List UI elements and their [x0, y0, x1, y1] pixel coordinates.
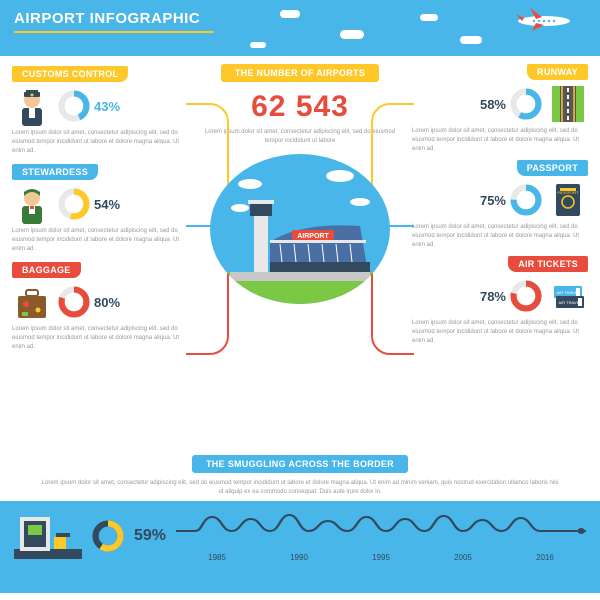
stat-label: RUNWAY [527, 64, 588, 80]
center-text: Lorem ipsum dolor sit amet, consectetur … [192, 128, 408, 146]
stat-label: BAGGAGE [12, 262, 81, 278]
stat-officer: CUSTOMS CONTROL 43% Lorem ipsum dolor si… [12, 64, 188, 156]
footer-label: THE SMUGGLING ACROSS THE BORDER [192, 455, 408, 473]
stat-baggage: BAGGAGE 80% Lorem ipsum dolor sit amet, … [12, 260, 188, 352]
stat-pct: 58% [480, 97, 506, 112]
right-column: RUNWAY 58% Lorem ipsum dolor sit amet, c… [412, 64, 588, 448]
header: AIRPORT INFOGRAPHIC [0, 0, 600, 56]
stat-pct: 54% [94, 197, 120, 212]
tickets-icon: AIR TRAVELAIR TRAVEL [548, 276, 588, 316]
baggage-icon [12, 282, 52, 322]
year-label: 1990 [290, 553, 308, 562]
stat-donut [58, 286, 90, 318]
stat-label: AIR TICKETS [508, 256, 588, 272]
stat-passport: PASSPORT PASSPORT 75% Lorem ipsum dolor … [412, 160, 588, 250]
footer-donut [92, 520, 124, 552]
timeline: 1985 1990 1995 2005 2016 [176, 511, 586, 562]
stat-label: STEWARDESS [12, 164, 98, 180]
year-label: 1995 [372, 553, 390, 562]
officer-icon [12, 86, 52, 126]
stewardess-icon [12, 184, 52, 224]
stat-pct: 43% [94, 99, 120, 114]
stat-text: Lorem ipsum dolor sit amet, consectetur … [12, 325, 188, 352]
footer-text: Lorem ipsum dolor sit amet, consectetur … [0, 475, 600, 501]
footer-pct: 59% [134, 527, 166, 545]
passport-icon: PASSPORT [548, 180, 588, 220]
stat-label: PASSPORT [517, 160, 588, 176]
svg-text:AIRPORT: AIRPORT [297, 233, 329, 240]
stat-pct: 75% [480, 193, 506, 208]
svg-text:PASSPORT: PASSPORT [557, 190, 579, 195]
left-column: CUSTOMS CONTROL 43% Lorem ipsum dolor si… [12, 64, 188, 448]
stat-donut [58, 188, 90, 220]
stat-runway: RUNWAY 58% Lorem ipsum dolor sit amet, c… [412, 64, 588, 154]
stat-donut [58, 90, 90, 122]
stat-donut [510, 88, 542, 120]
center-column: THE NUMBER OF AIRPORTS 62 543 Lorem ipsu… [188, 64, 412, 448]
stat-label: CUSTOMS CONTROL [12, 66, 128, 82]
stat-donut [510, 280, 542, 312]
stat-text: Lorem ipsum dolor sit amet, consectetur … [412, 319, 588, 346]
timeline-years: 1985 1990 1995 2005 2016 [176, 553, 586, 562]
year-label: 1985 [208, 553, 226, 562]
stat-text: Lorem ipsum dolor sit amet, consectetur … [12, 227, 188, 254]
runway-icon [548, 84, 588, 124]
stat-stewardess: STEWARDESS 54% Lorem ipsum dolor sit ame… [12, 162, 188, 254]
year-label: 2016 [536, 553, 554, 562]
main-content: CUSTOMS CONTROL 43% Lorem ipsum dolor si… [0, 56, 600, 448]
header-underline [14, 31, 214, 33]
footer: 59% 1985 1990 1995 2005 2016 [0, 501, 600, 593]
year-label: 2005 [454, 553, 472, 562]
stat-tickets: AIR TICKETS AIR TRAVELAIR TRAVEL 78% Lor… [412, 256, 588, 346]
page-title: AIRPORT INFOGRAPHIC [14, 10, 586, 27]
stat-text: Lorem ipsum dolor sit amet, consectetur … [412, 223, 588, 250]
footer-header: THE SMUGGLING ACROSS THE BORDER [0, 448, 600, 475]
center-number: 62 543 [251, 90, 349, 124]
stat-donut [510, 184, 542, 216]
stat-text: Lorem ipsum dolor sit amet, consectetur … [12, 129, 188, 156]
header-bg [0, 0, 600, 56]
stat-text: Lorem ipsum dolor sit amet, consectetur … [412, 127, 588, 154]
scanner-icon [14, 509, 82, 563]
airport-illustration: AIRPORT [210, 154, 390, 304]
stat-pct: 78% [480, 289, 506, 304]
center-label: THE NUMBER OF AIRPORTS [221, 64, 379, 82]
plane-icon [512, 6, 576, 32]
stat-pct: 80% [94, 295, 120, 310]
